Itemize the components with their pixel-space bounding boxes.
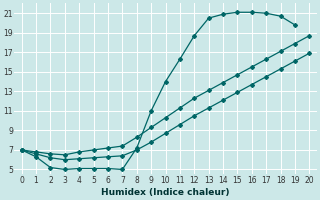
X-axis label: Humidex (Indice chaleur): Humidex (Indice chaleur) — [101, 188, 230, 197]
